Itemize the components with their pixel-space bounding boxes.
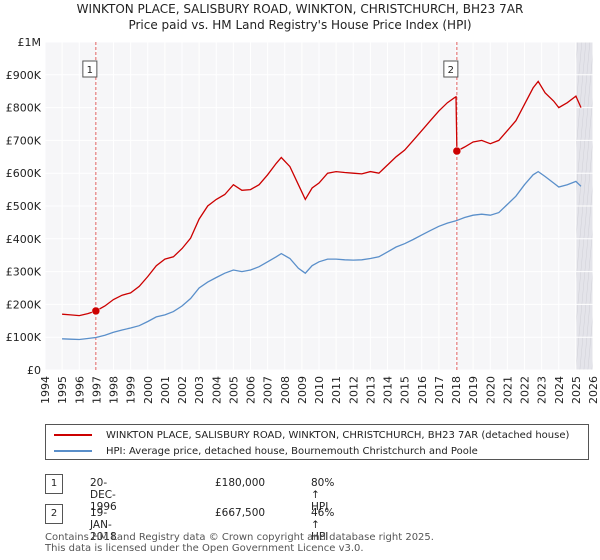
transaction-date: 19-JAN-2018: [90, 507, 117, 543]
x-tick-label: 2007: [262, 376, 275, 404]
transaction-price: £667,500: [215, 507, 266, 519]
x-tick-label: 2012: [347, 376, 360, 404]
x-tick-label: 2005: [227, 376, 240, 404]
marker-label: 1: [87, 65, 93, 76]
legend-swatch-property: [54, 434, 92, 436]
transaction-hpi-change: 80% ↑ HPI: [311, 477, 335, 513]
y-tick-label: £100K: [6, 331, 42, 344]
x-tick-label: 2019: [467, 376, 480, 404]
transaction-price: £180,000: [215, 477, 266, 489]
x-tick-label: 2023: [536, 376, 549, 404]
y-tick-label: £600K: [6, 167, 42, 180]
x-tick-label: 2000: [142, 376, 155, 404]
x-tick-label: 2024: [553, 376, 566, 404]
chart-title: WINKTON PLACE, SALISBURY ROAD, WINKTON, …: [76, 2, 524, 16]
marker-label: 2: [448, 65, 454, 76]
footer-license: This data is licensed under the Open Gov…: [45, 543, 364, 554]
x-tick-label: 2020: [484, 376, 497, 404]
y-tick-label: £500K: [6, 200, 42, 213]
x-tick-label: 2025: [570, 376, 583, 404]
series-line-property: [62, 80, 582, 317]
transaction-hpi-change: 46% ↑ HPI: [311, 507, 335, 543]
sale-point: [452, 146, 462, 156]
x-tick-label: 2022: [519, 376, 532, 404]
sale-point: [91, 306, 101, 316]
marker-label-box: [82, 60, 98, 78]
x-tick-label: 1997: [90, 376, 103, 404]
price-chart: £0 £100K £200K £300K £400K £500K £600K £700K £80…: [6, 36, 600, 404]
x-tick-label: 2021: [501, 376, 514, 404]
plot-right-mask: [593, 42, 600, 370]
x-tick-label: 2006: [245, 376, 258, 404]
x-tick-label: 1999: [125, 376, 138, 404]
y-tick-label: £200K: [6, 298, 42, 311]
transaction-number: 2: [45, 504, 63, 524]
x-tick-label: 2010: [313, 376, 326, 404]
x-tick-label: 1995: [56, 376, 69, 404]
footer-copyright: Contains HM Land Registry data © Crown c…: [45, 532, 434, 543]
x-tick-label: 2002: [176, 376, 189, 404]
x-tick-label: 2011: [330, 376, 343, 404]
y-tick-label: £1M: [18, 36, 42, 49]
legend-label-hpi: HPI: Average price, detached house, Bour…: [106, 445, 478, 457]
x-tick-label: 2004: [210, 376, 223, 404]
x-tick-label: 2008: [279, 376, 292, 404]
legend: WINKTON PLACE, SALISBURY ROAD, WINKTON, …: [45, 424, 589, 460]
x-tick-label: 1996: [73, 376, 86, 404]
y-tick-label: £900K: [6, 69, 42, 82]
x-tick-label: 2003: [193, 376, 206, 404]
x-tick-label: 2009: [296, 376, 309, 404]
y-tick-label: £800K: [6, 102, 42, 115]
y-tick-label: £700K: [6, 134, 42, 147]
x-tick-label: 2001: [159, 376, 172, 404]
legend-swatch-hpi: [54, 450, 92, 452]
y-tick-label: £0: [27, 364, 41, 377]
legend-item-hpi: HPI: Average price, detached house, Bour…: [54, 443, 478, 459]
transaction-number: 1: [45, 474, 63, 494]
y-tick-label: £300K: [6, 266, 42, 279]
legend-item-property: WINKTON PLACE, SALISBURY ROAD, WINKTON, …: [54, 427, 569, 443]
x-tick-label: 2026: [587, 376, 600, 404]
y-tick-label: £400K: [6, 233, 42, 246]
chart-subtitle: Price paid vs. HM Land Registry's House …: [128, 18, 472, 32]
x-tick-label: 2015: [399, 376, 412, 404]
series-line-hpi: [62, 170, 582, 341]
x-tick-label: 2014: [382, 376, 395, 404]
legend-label-property: WINKTON PLACE, SALISBURY ROAD, WINKTON, …: [106, 429, 570, 441]
marker-label-box: [443, 60, 459, 78]
x-tick-label: 2016: [416, 376, 429, 404]
x-tick-label: 2018: [450, 376, 463, 404]
x-tick-label: 1998: [108, 376, 121, 404]
transaction-date: 20-DEC-1996: [90, 477, 117, 513]
x-tick-label: 2017: [433, 376, 446, 404]
x-tick-label: 1994: [39, 376, 52, 404]
x-tick-label: 2013: [364, 376, 377, 404]
